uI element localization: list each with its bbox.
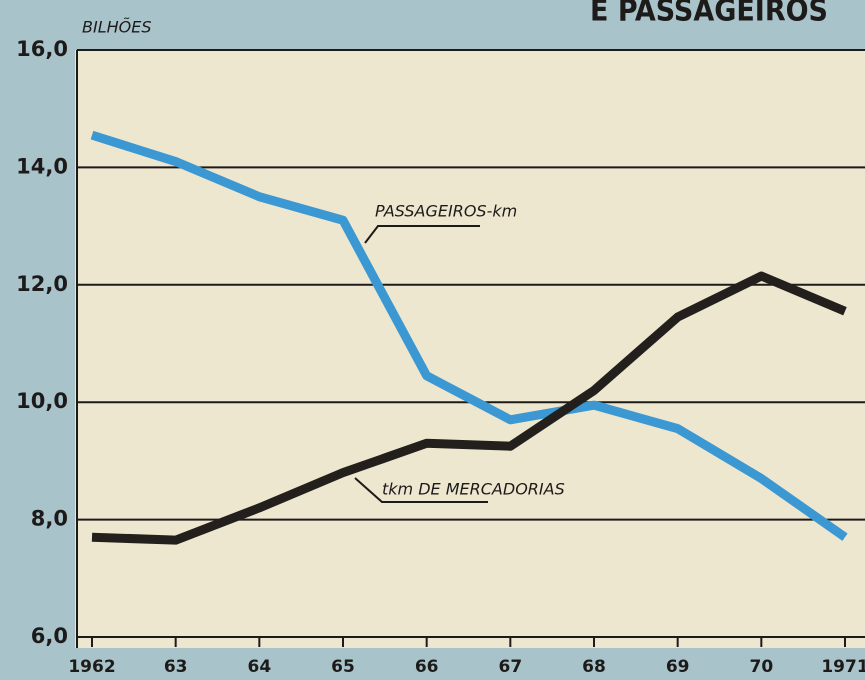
x-tick-label: 70 — [749, 657, 773, 677]
plot-area — [75, 50, 865, 648]
x-tick-label: 67 — [498, 657, 522, 677]
x-tick-label: 68 — [582, 657, 606, 677]
x-tick-label: 64 — [247, 657, 271, 677]
y-tick-label: 8,0 — [31, 507, 68, 531]
y-tick-label: 10,0 — [16, 389, 68, 413]
series-label: tkm DE MERCADORIAS — [382, 480, 565, 499]
x-tick-label: 1971 — [821, 657, 865, 677]
x-tick-label: 66 — [415, 657, 439, 677]
y-axis-label: BILHÕES — [82, 18, 152, 37]
y-tick-label: 14,0 — [16, 154, 68, 178]
series-label: PASSAGEIROS-km — [375, 202, 517, 221]
y-tick-label: 12,0 — [16, 272, 68, 296]
y-tick-label: 16,0 — [16, 37, 68, 61]
series-line — [91, 271, 847, 545]
leader-line — [364, 225, 480, 244]
chart-title: E PASSAGEIROS — [590, 0, 828, 29]
y-tick-label: 6,0 — [31, 624, 68, 648]
x-tick-label: 63 — [164, 657, 188, 677]
x-tick-label: 1962 — [68, 657, 115, 677]
x-tick-label: 69 — [666, 657, 690, 677]
series-line — [90, 130, 848, 541]
x-tick-label: 65 — [331, 657, 355, 677]
leader-line — [354, 477, 488, 503]
